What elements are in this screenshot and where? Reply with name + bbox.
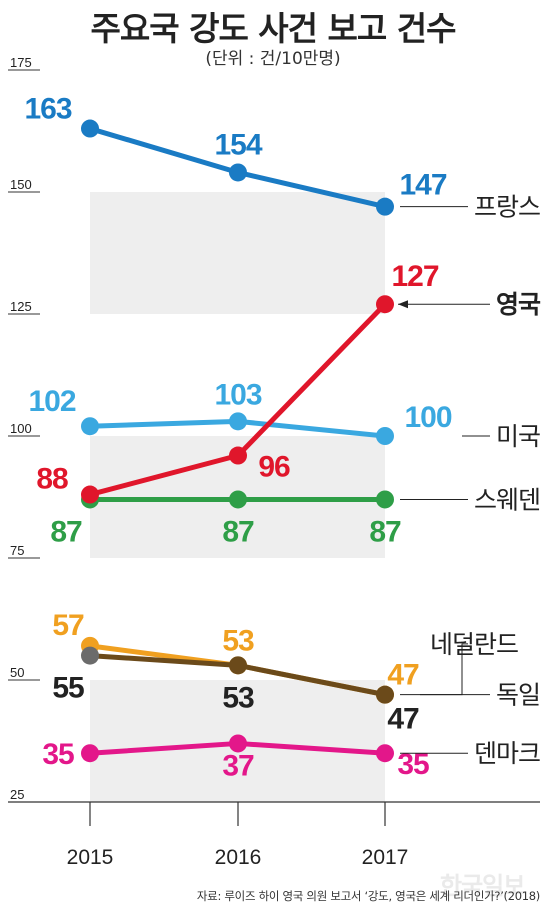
y-tick-label: 100 [10, 421, 32, 436]
data-label-france: 163 [24, 93, 71, 126]
chart-title: 주요국 강도 사건 보고 건수 [90, 9, 457, 48]
data-label-germany: 47 [387, 703, 419, 736]
x-tick-label: 2016 [215, 846, 262, 869]
y-tick-label: 75 [10, 543, 24, 558]
x-tick-label: 2015 [67, 846, 114, 869]
data-point-france [376, 197, 394, 216]
data-point-uk [81, 485, 99, 504]
legend-label-france: 프랑스 [474, 193, 540, 222]
data-point-germany [376, 685, 394, 704]
legend-label-sweden: 스웨덴 [474, 485, 540, 514]
data-label-sweden: 87 [222, 515, 254, 548]
data-label-uk: 88 [36, 463, 68, 496]
y-tick-label: 175 [10, 55, 32, 70]
data-point-usa [229, 412, 247, 431]
legend-label-denmark: 덴마크 [474, 739, 540, 768]
watermark: 한국일보 [440, 872, 525, 900]
data-point-usa [376, 427, 394, 445]
data-label-denmark: 37 [222, 749, 254, 782]
data-point-france [229, 163, 247, 182]
y-tick-label: 50 [10, 665, 24, 680]
data-label-germany: 53 [222, 681, 254, 714]
data-point-sweden [376, 490, 394, 509]
y-tick-label: 150 [10, 177, 32, 192]
data-point-sweden [229, 490, 247, 509]
data-point-denmark [376, 744, 394, 763]
data-point-germany [229, 656, 247, 675]
data-label-france: 154 [214, 128, 262, 161]
data-label-uk: 96 [258, 451, 290, 484]
leader-arrow-uk [398, 300, 408, 309]
data-label-usa: 102 [28, 385, 75, 418]
legend-label-netherlands: 네덜란드 [430, 630, 518, 659]
y-tick-label: 125 [10, 299, 32, 314]
data-point-denmark [229, 734, 247, 753]
data-point-uk [229, 446, 247, 465]
data-point-denmark [81, 744, 99, 763]
data-label-germany: 55 [52, 672, 84, 705]
data-label-france: 147 [399, 169, 446, 202]
data-point-usa [81, 417, 99, 436]
data-label-uk: 127 [391, 260, 438, 293]
legend-label-uk: 영국 [496, 290, 541, 319]
legend-label-usa: 미국 [496, 422, 540, 451]
legend-label-germany: 독일 [496, 681, 540, 710]
source-note: 자료: 루이즈 하이 영국 의원 보고서 ‘강도, 영국은 세계 리더인가?’(… [196, 889, 540, 903]
background-band-1 [90, 192, 385, 314]
data-label-denmark: 35 [42, 738, 74, 771]
data-point-germany [81, 646, 99, 665]
data-label-usa: 100 [404, 401, 451, 434]
data-label-netherlands: 47 [387, 659, 419, 692]
data-label-netherlands: 57 [52, 609, 84, 642]
data-label-sweden: 87 [369, 515, 401, 548]
data-point-france [81, 119, 99, 138]
x-tick-label: 2017 [362, 846, 409, 869]
data-label-sweden: 87 [50, 515, 82, 548]
data-label-netherlands: 53 [222, 624, 254, 657]
data-point-uk [376, 295, 394, 314]
data-label-usa: 103 [214, 378, 261, 411]
y-tick-label: 25 [10, 787, 24, 802]
chart-unit: (단위 : 건/10만명) [205, 49, 341, 69]
